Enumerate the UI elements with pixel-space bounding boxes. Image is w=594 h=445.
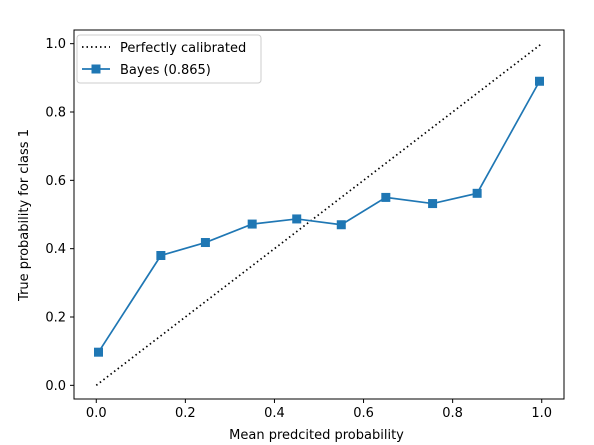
y-tick-label: 0.8 [45,106,66,121]
bayes-point [247,219,257,229]
y-axis-label: True probability for class 1 [17,129,32,302]
bayes-point [428,199,438,209]
y-tick-label: 0.4 [45,242,66,257]
y-tick-label: 0.6 [45,174,66,189]
legend-box [76,34,262,84]
x-tick-label: 0.8 [442,406,463,421]
x-tick-label: 0.0 [86,406,107,421]
x-tick-label: 0.4 [264,406,285,421]
bayes-point [292,214,302,224]
x-axis-ticks: 0.0 0.2 0.4 0.6 0.8 1.0 [86,399,552,421]
y-tick-label: 0.0 [45,379,66,394]
bayes-point [156,251,166,260]
bayes-point [535,76,544,86]
plot-area [73,29,565,400]
bayes-point [381,192,391,202]
bayes-line [97,80,541,353]
legend-marker-bayes [91,64,101,74]
x-axis-label: Mean predcited probability [229,428,404,443]
y-tick-label: 0.2 [45,311,66,326]
x-tick-label: 0.6 [353,406,374,421]
bayes-point [94,347,103,357]
legend-label-bayes: Bayes (0.865) [120,63,211,78]
y-tick-label: 1.0 [45,37,66,52]
bayes-point [200,238,210,248]
series-layer [94,42,544,387]
legend-label-perfect: Perfectly calibrated [120,41,246,56]
legend: Perfectly calibrated Bayes (0.865) [76,34,262,84]
bayes-point [336,220,346,230]
bayes-point [472,188,482,198]
y-axis-ticks: 0.0 0.2 0.4 0.6 0.8 1.0 [45,37,74,394]
x-tick-label: 0.2 [175,406,196,421]
x-tick-label: 1.0 [531,406,552,421]
